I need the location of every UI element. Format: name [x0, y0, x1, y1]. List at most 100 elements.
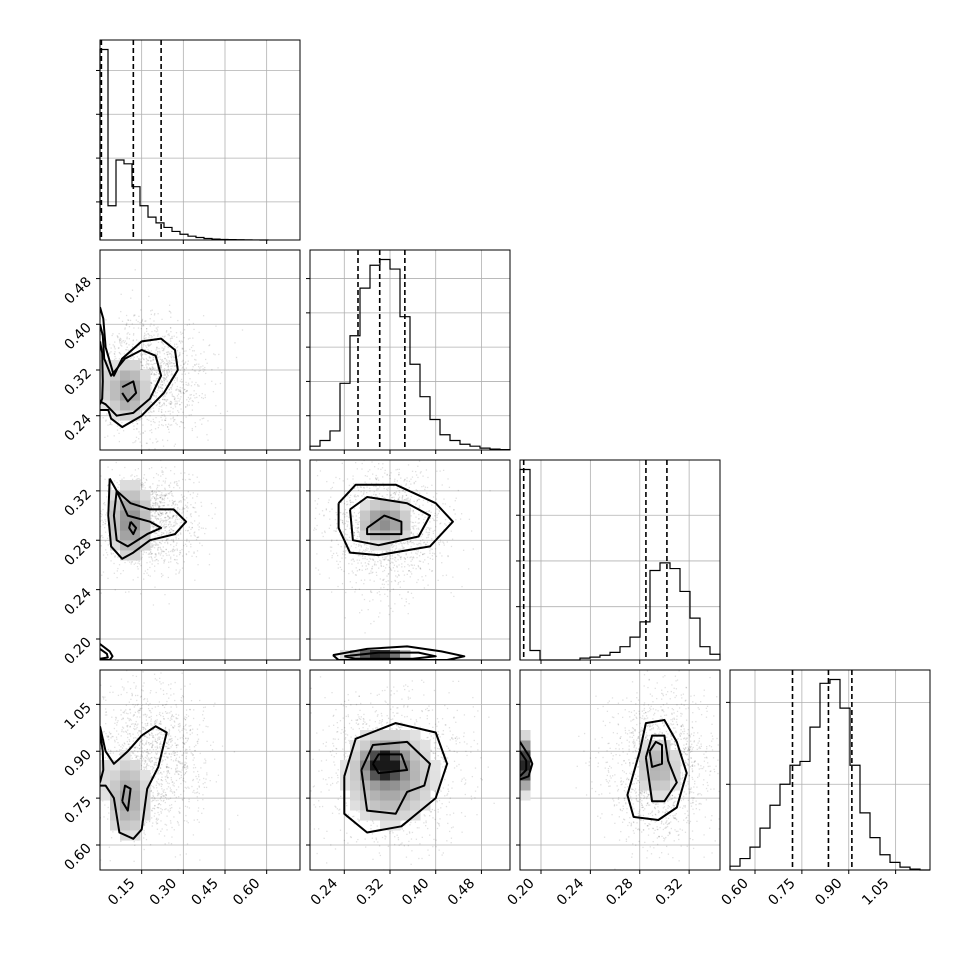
scatter-point — [382, 482, 384, 484]
scatter-point — [139, 743, 141, 745]
scatter-point — [151, 491, 153, 493]
scatter-point — [163, 402, 165, 404]
scatter-point — [184, 388, 186, 391]
scatter-point — [394, 454, 395, 455]
scatter-point — [332, 482, 335, 484]
scatter-point — [431, 504, 433, 506]
scatter-point — [151, 490, 153, 493]
scatter-point — [348, 536, 351, 539]
scatter-point — [162, 504, 165, 507]
scatter-point — [141, 357, 144, 359]
scatter-point — [156, 488, 158, 490]
scatter-point — [118, 351, 120, 354]
scatter-point — [327, 559, 329, 561]
scatter-point — [360, 562, 362, 564]
scatter-point — [188, 400, 190, 403]
y-tick-label: 0.24 — [61, 411, 94, 444]
scatter-point — [152, 546, 154, 548]
scatter-point — [391, 496, 393, 499]
scatter-point — [163, 374, 165, 376]
scatter-point — [176, 377, 178, 379]
scatter-point — [412, 532, 414, 535]
scatter-point — [406, 541, 408, 543]
scatter-point — [159, 496, 162, 498]
scatter-point — [393, 496, 395, 498]
density-cell — [140, 520, 151, 531]
scatter-point — [85, 407, 86, 408]
scatter-point — [369, 557, 371, 560]
scatter-point — [184, 373, 186, 375]
scatter-point — [180, 533, 182, 535]
scatter-point — [420, 535, 422, 538]
scatter-point — [160, 796, 163, 798]
scatter-point — [347, 521, 349, 523]
scatter-point — [157, 333, 159, 335]
scatter-point — [191, 404, 193, 406]
scatter-point — [420, 545, 422, 547]
scatter-point — [155, 503, 157, 506]
scatter-point — [161, 531, 163, 534]
scatter-point — [369, 487, 371, 489]
density-cell — [400, 510, 411, 521]
scatter-point — [394, 550, 396, 552]
scatter-point — [96, 353, 97, 354]
scatter-point — [156, 366, 159, 368]
scatter-point — [448, 456, 449, 457]
scatter-point — [435, 526, 437, 528]
scatter-point — [207, 439, 209, 441]
scatter-point — [116, 576, 118, 579]
scatter-point — [335, 552, 338, 554]
scatter-point — [94, 405, 95, 406]
scatter-point — [137, 568, 139, 570]
scatter-point — [205, 527, 207, 530]
scatter-point — [190, 504, 192, 506]
scatter-point — [159, 403, 161, 405]
density-cell — [130, 520, 141, 531]
scatter-point — [392, 546, 394, 548]
scatter-point — [150, 382, 153, 384]
scatter-point — [181, 367, 183, 369]
scatter-point — [138, 560, 140, 563]
scatter-point — [131, 474, 133, 476]
scatter-point — [151, 359, 153, 362]
density-cell — [370, 530, 381, 541]
scatter-point — [183, 389, 186, 391]
scatter-point — [168, 333, 170, 335]
scatter-point — [176, 751, 178, 753]
density-cell — [400, 530, 411, 541]
scatter-point — [358, 533, 361, 536]
scatter-point — [96, 395, 97, 396]
scatter-point — [371, 567, 373, 569]
scatter-point — [345, 537, 347, 539]
scatter-point — [178, 400, 180, 402]
scatter-point — [453, 509, 455, 511]
scatter-point — [154, 497, 156, 499]
scatter-point — [150, 553, 153, 555]
scatter-point — [156, 746, 158, 749]
scatter-point — [151, 354, 154, 357]
scatter-point — [382, 495, 384, 497]
scatter-point — [143, 366, 145, 369]
scatter-point — [161, 404, 164, 406]
scatter-point — [183, 392, 186, 395]
scatter-point — [166, 392, 168, 395]
scatter-point — [407, 451, 408, 452]
scatter-point — [368, 563, 370, 566]
scatter-point — [348, 562, 350, 565]
scatter-point — [166, 363, 169, 365]
scatter-point — [147, 343, 149, 345]
scatter-point — [167, 363, 169, 365]
scatter-point — [384, 472, 386, 474]
scatter-point — [179, 425, 181, 428]
scatter-point — [148, 356, 151, 358]
scatter-point — [175, 515, 177, 517]
scatter-point — [178, 796, 180, 798]
scatter-point — [62, 517, 63, 518]
scatter-point — [103, 526, 106, 529]
scatter-point — [182, 511, 184, 513]
scatter-point — [402, 546, 404, 548]
scatter-point — [419, 492, 421, 494]
scatter-point — [102, 503, 105, 505]
scatter-point — [405, 494, 408, 497]
scatter-point — [171, 504, 173, 507]
